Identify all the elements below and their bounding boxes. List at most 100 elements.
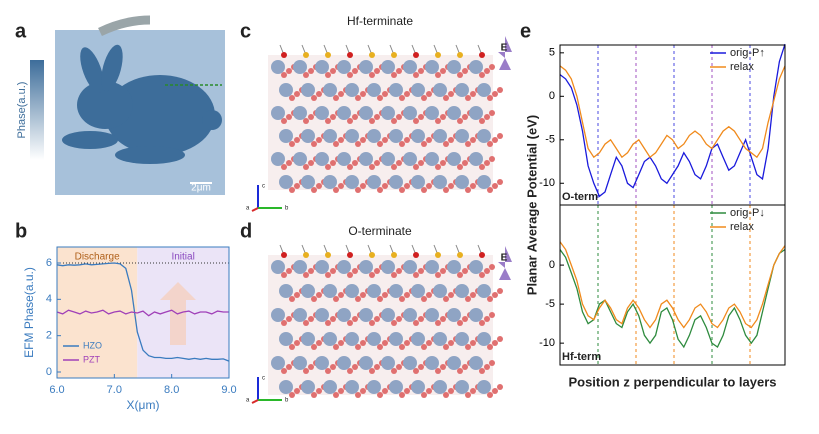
oxygen-atom xyxy=(421,296,427,302)
oxygen-atom xyxy=(440,268,446,274)
oxygen-atom xyxy=(479,118,485,124)
oxygen-atom xyxy=(382,388,388,394)
hf-atom xyxy=(315,106,329,120)
oxygen-atom xyxy=(377,187,383,193)
oxygen-atom xyxy=(448,340,454,346)
hf-atom xyxy=(403,152,417,166)
oxygen-atom xyxy=(391,164,397,170)
hf-atom xyxy=(271,152,285,166)
oxygen-atom xyxy=(369,118,375,124)
oxygen-atom xyxy=(413,320,419,326)
y-axis-label: Planar Average Potential (eV) xyxy=(524,115,539,295)
oxygen-atom xyxy=(399,141,405,147)
hf-atom xyxy=(271,106,285,120)
oxygen-atom xyxy=(479,72,485,78)
oxygen-atom xyxy=(316,91,322,97)
hf-atom xyxy=(403,308,417,322)
hf-atom xyxy=(359,260,373,274)
oxygen-atom xyxy=(413,118,419,124)
structure-title: Hf-terminate xyxy=(347,14,413,28)
oxygen-atom xyxy=(303,320,309,326)
hf-atom xyxy=(293,260,307,274)
oxygen-atom xyxy=(492,340,498,346)
oxygen-atom xyxy=(382,137,388,143)
hf-atom xyxy=(425,152,439,166)
oxygen-atom xyxy=(311,344,317,350)
hf-atom xyxy=(447,356,461,370)
hf-atom xyxy=(359,308,373,322)
hf-atom xyxy=(271,60,285,74)
oxygen-atom xyxy=(294,91,300,97)
hf-atom xyxy=(411,175,425,189)
surface-atom xyxy=(457,52,463,58)
hf-atom xyxy=(381,356,395,370)
oxygen-atom xyxy=(377,392,383,398)
oxygen-atom xyxy=(418,160,424,166)
x-axis-label: X(μm) xyxy=(127,398,160,412)
hf-atom xyxy=(433,332,447,346)
hf-atom xyxy=(315,356,329,370)
oxygen-atom xyxy=(413,272,419,278)
oxygen-atom xyxy=(330,68,336,74)
hf-atom xyxy=(301,284,315,298)
oxygen-atom xyxy=(281,320,287,326)
oxygen-atom xyxy=(369,320,375,326)
oxygen-atom xyxy=(443,296,449,302)
hf-atom xyxy=(455,284,469,298)
axis-name: a xyxy=(246,206,250,212)
oxygen-atom xyxy=(325,368,331,374)
oxygen-atom xyxy=(492,91,498,97)
oxygen-atom xyxy=(374,268,380,274)
oxygen-atom xyxy=(303,368,309,374)
axis-name: b xyxy=(285,206,289,212)
hf-atom xyxy=(315,152,329,166)
oxygen-atom xyxy=(413,164,419,170)
surface-atom xyxy=(303,52,309,58)
hf-atom xyxy=(271,356,285,370)
phase-image: 2μm xyxy=(55,15,225,195)
oxygen-atom xyxy=(470,91,476,97)
legend-label: orig-P↑ xyxy=(730,47,765,59)
hf-atom xyxy=(403,260,417,274)
oxygen-atom xyxy=(360,388,366,394)
oxygen-atom xyxy=(377,296,383,302)
hf-atom xyxy=(469,308,483,322)
surface-atom xyxy=(347,52,353,58)
y-tick-label: 0 xyxy=(549,259,555,271)
oxygen-atom xyxy=(325,320,331,326)
oxygen-atom xyxy=(399,95,405,101)
oxygen-atom xyxy=(426,137,432,143)
hf-atom xyxy=(279,129,293,143)
hf-atom xyxy=(433,175,447,189)
surface-atom xyxy=(479,252,485,258)
oxygen-atom xyxy=(489,64,495,70)
hf-atom xyxy=(411,83,425,97)
oxygen-atom xyxy=(316,388,322,394)
oxygen-atom xyxy=(497,288,503,294)
colorbar-label: Phase(a.u.) xyxy=(16,82,28,139)
oxygen-atom xyxy=(382,91,388,97)
oxygen-atom xyxy=(352,268,358,274)
oxygen-atom xyxy=(333,344,339,350)
oxygen-atom xyxy=(440,160,446,166)
oxygen-atom xyxy=(465,95,471,101)
oxygen-atom xyxy=(484,316,490,322)
oxygen-atom xyxy=(399,392,405,398)
oxygen-atom xyxy=(369,164,375,170)
oxygen-atom xyxy=(338,292,344,298)
oxygen-atom xyxy=(470,183,476,189)
oxygen-atom xyxy=(396,364,402,370)
oxygen-atom xyxy=(448,292,454,298)
surface-atom xyxy=(435,252,441,258)
hf-atom xyxy=(345,332,359,346)
hf-atom xyxy=(381,260,395,274)
y-tick-label: 0 xyxy=(549,90,555,102)
surface-atom xyxy=(435,52,441,58)
hf-atom xyxy=(271,260,285,274)
oxygen-atom xyxy=(457,118,463,124)
oxygen-atom xyxy=(330,316,336,322)
oxygen-atom xyxy=(382,340,388,346)
oxygen-atom xyxy=(281,72,287,78)
hf-atom xyxy=(381,308,395,322)
colorbar xyxy=(30,60,44,160)
